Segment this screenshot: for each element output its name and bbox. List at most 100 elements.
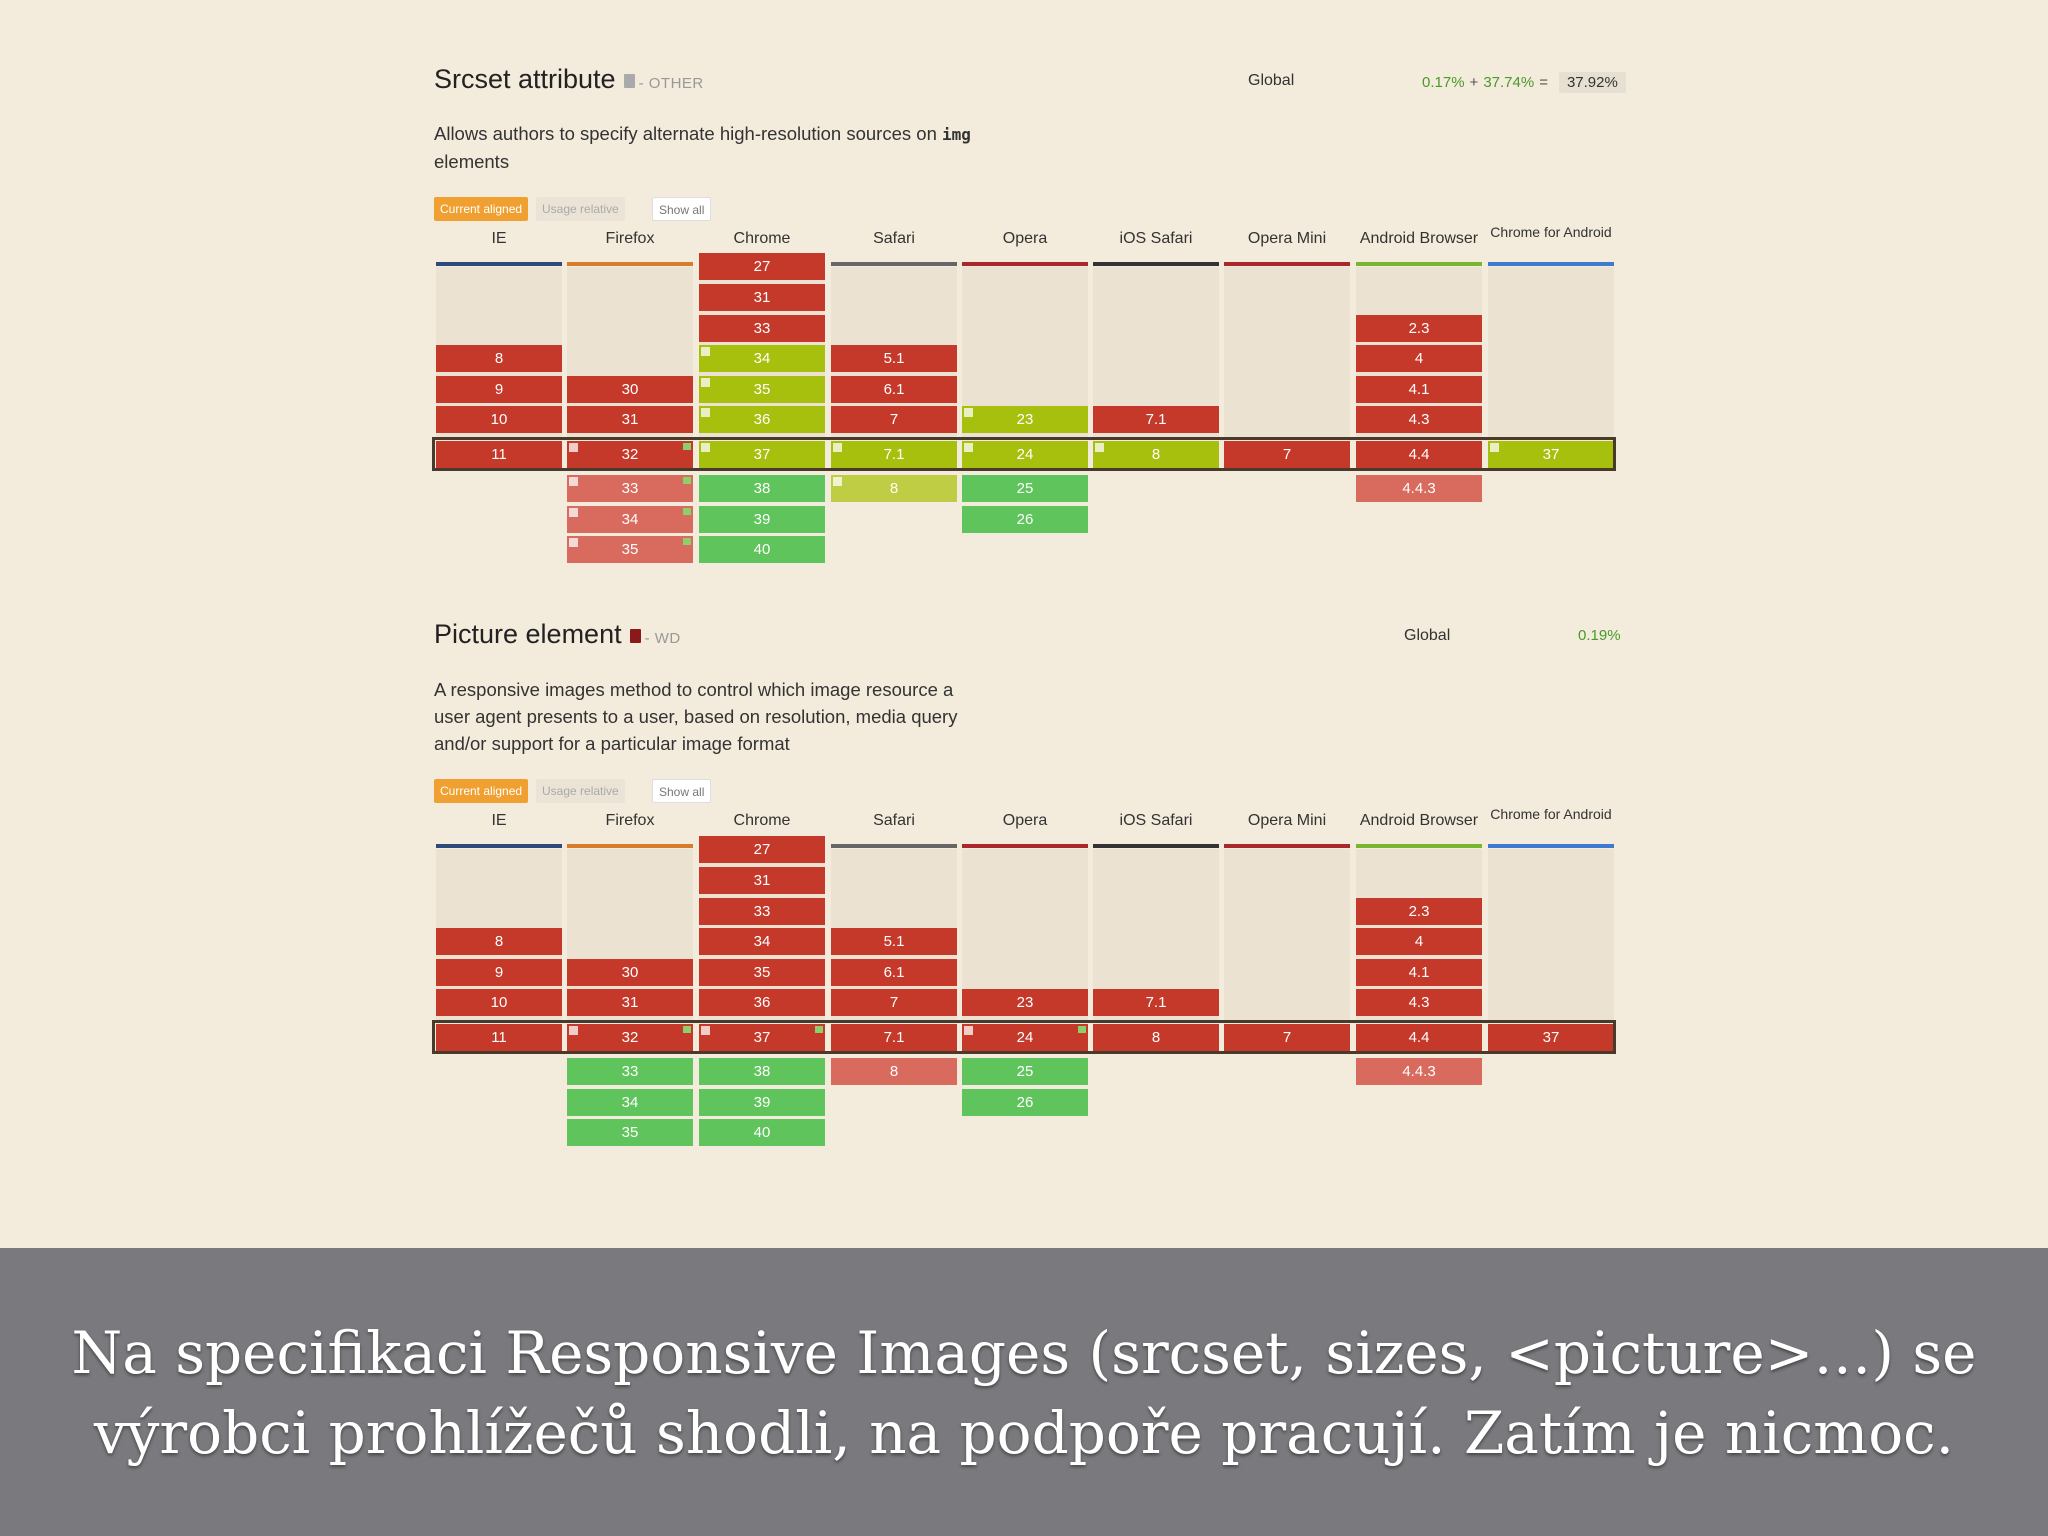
browser-name: Firefox	[605, 812, 655, 829]
version-cell[interactable]: 31	[699, 284, 825, 311]
version-label: 34	[753, 350, 771, 368]
version-label: 7	[1282, 446, 1292, 463]
version-cell[interactable]: 4	[1356, 928, 1482, 956]
version-cell[interactable]: 4.4.3	[1356, 1058, 1482, 1085]
version-cell[interactable]: 34	[567, 505, 693, 533]
version-cell[interactable]: 30	[567, 375, 693, 403]
version-cell[interactable]: 4.3	[1356, 406, 1482, 434]
version-label: 4.1	[1408, 380, 1430, 398]
version-cell[interactable]: 7	[831, 989, 957, 1017]
version-cell[interactable]: 30	[567, 958, 693, 986]
current-version-cell[interactable]: 24	[962, 441, 1088, 468]
version-cell[interactable]: 35	[699, 375, 825, 403]
version-label: 39	[753, 510, 771, 528]
usage-relative-button[interactable]: Usage relative	[536, 779, 625, 803]
version-label: 36	[753, 994, 771, 1012]
version-cell[interactable]: 34	[567, 1088, 693, 1116]
current-version-cell[interactable]: 11	[436, 1024, 562, 1051]
version-cell[interactable]: 40	[699, 1119, 825, 1147]
current-version-cell[interactable]: 4.4	[1356, 1024, 1482, 1051]
version-cell[interactable]: 33	[699, 897, 825, 925]
version-cell[interactable]: 27	[699, 836, 825, 864]
version-cell[interactable]: 38	[699, 1058, 825, 1085]
show-all-button[interactable]: Show all	[652, 197, 712, 221]
current-version-cell[interactable]: 4.4	[1356, 441, 1482, 468]
version-cell[interactable]: 23	[962, 406, 1088, 434]
version-cell[interactable]: 10	[436, 989, 562, 1017]
browser-name: Safari	[873, 812, 915, 829]
version-cell[interactable]: 26	[962, 505, 1088, 533]
current-version-cell[interactable]: 7.1	[831, 1024, 957, 1051]
version-cell[interactable]: 23	[962, 989, 1088, 1017]
version-cell[interactable]: 33	[567, 475, 693, 502]
version-cell[interactable]: 31	[567, 989, 693, 1017]
browser-name: Opera	[1002, 230, 1048, 247]
current-version-cell[interactable]: 8	[1093, 441, 1219, 468]
show-all-button[interactable]: Show all	[652, 779, 712, 803]
version-cell[interactable]: 4.4.3	[1356, 475, 1482, 502]
version-cell[interactable]: 31	[567, 406, 693, 434]
version-cell[interactable]: 8	[436, 928, 562, 956]
version-cell[interactable]: 35	[567, 1119, 693, 1147]
version-cell[interactable]: 7.1	[1093, 406, 1219, 434]
version-cell[interactable]: 9	[436, 958, 562, 986]
flag-icon	[683, 507, 691, 515]
version-cell[interactable]: 34	[699, 345, 825, 373]
version-cell[interactable]: 4.1	[1356, 375, 1482, 403]
version-cell[interactable]: 10	[436, 406, 562, 434]
version-label: 26	[1016, 1093, 1034, 1111]
version-cell[interactable]: 26	[962, 1088, 1088, 1116]
version-cell[interactable]: 36	[699, 406, 825, 434]
current-aligned-button[interactable]: Current aligned	[434, 197, 529, 221]
version-cell[interactable]: 2.3	[1356, 897, 1482, 925]
current-version-cell[interactable]: 37	[1488, 1024, 1614, 1051]
current-version-cell[interactable]: 37	[1488, 441, 1614, 468]
version-cell[interactable]: 38	[699, 475, 825, 502]
version-cell[interactable]: 39	[699, 505, 825, 533]
version-cell[interactable]: 35	[699, 958, 825, 986]
version-cell[interactable]: 27	[699, 253, 825, 281]
version-cell[interactable]: 36	[699, 989, 825, 1017]
browser-name: Safari	[873, 230, 915, 247]
version-cell[interactable]: 6.1	[831, 375, 957, 403]
version-cell[interactable]: 4.3	[1356, 989, 1482, 1017]
note-icon	[701, 347, 710, 357]
version-cell[interactable]: 25	[962, 475, 1088, 502]
version-cell[interactable]: 35	[567, 536, 693, 564]
version-cell[interactable]: 4.1	[1356, 958, 1482, 986]
version-label: 37	[753, 446, 771, 463]
version-cell[interactable]: 31	[699, 867, 825, 894]
version-cell[interactable]: 2.3	[1356, 314, 1482, 342]
current-version-cell[interactable]: 7.1	[831, 441, 957, 468]
current-version-cell[interactable]: 32	[567, 441, 693, 468]
version-cell[interactable]: 8	[831, 475, 957, 502]
version-cell[interactable]: 33	[567, 1058, 693, 1085]
browser-underline	[1488, 844, 1614, 848]
version-label: 7	[1282, 1029, 1292, 1046]
version-cell[interactable]: 40	[699, 536, 825, 564]
current-aligned-button[interactable]: Current aligned	[434, 779, 529, 803]
version-cell[interactable]: 9	[436, 375, 562, 403]
version-cell[interactable]: 6.1	[831, 958, 957, 986]
version-cell[interactable]: 8	[436, 345, 562, 373]
version-cell[interactable]: 5.1	[831, 928, 957, 956]
usage-relative-button[interactable]: Usage relative	[536, 197, 625, 221]
current-version-cell[interactable]: 7	[1224, 441, 1350, 468]
version-cell[interactable]: 4	[1356, 345, 1482, 373]
current-version-cell[interactable]: 37	[699, 441, 825, 468]
version-cell[interactable]: 25	[962, 1058, 1088, 1085]
current-version-cell[interactable]: 37	[699, 1024, 825, 1051]
current-version-cell[interactable]: 32	[567, 1024, 693, 1051]
version-cell[interactable]: 5.1	[831, 345, 957, 373]
version-cell[interactable]: 7.1	[1093, 989, 1219, 1017]
version-cell[interactable]: 33	[699, 314, 825, 342]
current-version-cell[interactable]: 11	[436, 441, 562, 468]
version-cell[interactable]: 8	[831, 1058, 957, 1085]
version-cell[interactable]: 34	[699, 928, 825, 956]
version-cell[interactable]: 7	[831, 406, 957, 434]
current-version-cell[interactable]: 7	[1224, 1024, 1350, 1051]
current-version-cell[interactable]: 8	[1093, 1024, 1219, 1051]
current-version-cell[interactable]: 24	[962, 1024, 1088, 1051]
note-icon	[569, 507, 578, 517]
version-cell[interactable]: 39	[699, 1088, 825, 1116]
